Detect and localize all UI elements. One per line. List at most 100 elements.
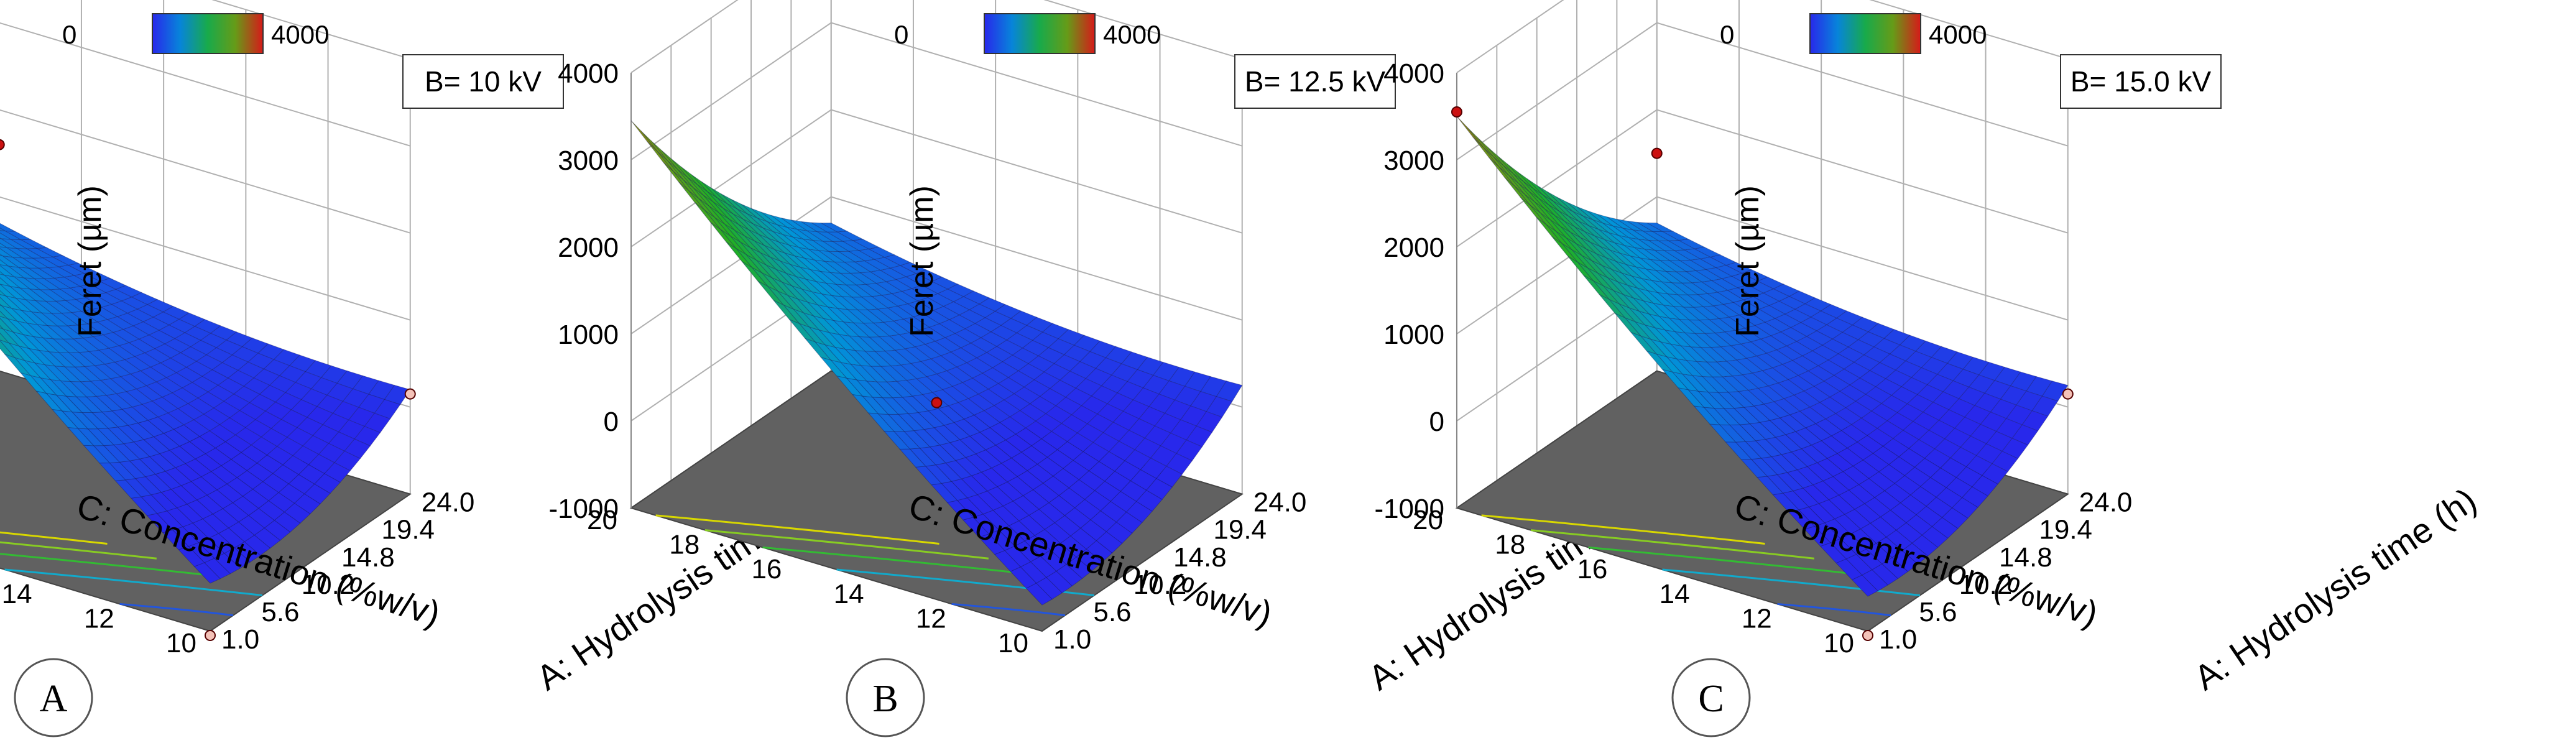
surface-cell [201,369,229,386]
surface-cell [263,359,290,376]
surface-cell [1040,549,1067,572]
contour-line [0,553,215,577]
surface-cell [961,377,989,395]
z-tick-label: 2000 [1383,233,1444,263]
surface-cell [1041,431,1068,450]
surface-cell [1835,558,1863,581]
surface-cell [936,289,964,302]
grid-line [630,196,832,335]
colorbar-swatch [1809,13,1921,54]
surface-cell [890,291,919,305]
surface-cell [1980,412,2007,432]
surface-cell [1894,475,1921,496]
surface-cell [1037,347,1065,364]
surface-cell [1578,221,1605,240]
surface-cell [1554,215,1581,238]
surface-cell [336,370,364,389]
surface-cell [780,261,806,280]
x-tick-label: 1.0 [1879,624,1917,655]
surface-cell [71,412,99,430]
surface-cell [215,339,243,356]
surface-cell [1892,430,1919,449]
surface-cell [1069,361,1097,379]
surface-cell [2015,390,2043,412]
surface-cell [968,303,996,318]
surface-cell [76,323,104,338]
surface-cell [1851,575,1878,597]
surface-cell [851,394,879,415]
surface-cell [226,477,254,497]
surface-cell [819,356,847,379]
surface-cell [1456,116,1483,147]
surface-cell [1148,394,1176,414]
surface-cell [787,295,815,316]
contour-line [1588,546,1872,577]
annotation-box: B= 12.5 kV [1234,54,1396,109]
grid-line [1456,109,1658,247]
surface-cell [11,239,38,249]
surface-cell [0,333,9,344]
z-tick-label: 3000 [558,145,619,176]
surface-cell [1652,302,1681,320]
surface-cell [205,447,232,466]
y-tick-label: 20 [1413,505,1443,535]
surface-cell [1043,363,1071,381]
colorbar-max-label: 4000 [1103,20,1161,49]
surface-cell [4,295,33,313]
panel-label-text: A [40,678,68,720]
surface-cell [938,319,966,334]
z-tick-label: 1000 [1383,320,1444,350]
surface-cell [310,377,338,396]
surface-cell [1816,324,1844,339]
surface-cell [1049,379,1076,398]
surface-cell [777,290,804,313]
surface-cell [868,336,896,352]
surface-cell [1019,403,1046,422]
surface-cell [1727,287,1755,300]
surface-cell [1621,272,1649,292]
x-tick-label: 19.4 [2039,515,2092,545]
surface-cell [744,235,770,257]
surface-cell [1791,448,1818,467]
surface-cell [151,397,179,413]
annotation-text: B= 12.5 kV [1245,65,1386,98]
surface-cell [0,242,7,248]
surface-cell [1559,226,1586,249]
surface-cell [223,394,251,411]
surface-cell [175,367,203,383]
y-tick-label: 10 [1824,628,1854,658]
surface-cell [694,201,721,229]
surface-cell [227,369,255,387]
surface-mesh [1456,116,2069,597]
surface-cell [1206,396,1233,418]
annotation-box: B= 15.0 kV [2060,54,2222,109]
z-tick-label: 4000 [1383,58,1444,89]
surface-cell [681,166,708,192]
surface-cell [0,303,2,306]
colorbar: 0 4000 [1720,13,1987,54]
surface-cell [0,264,25,279]
surface-cell [1916,384,1944,403]
surface-cell [190,476,218,496]
surface-cell [40,312,68,326]
surface-cell [902,395,929,413]
surface-cell [72,338,100,352]
surface-cell [0,238,1,239]
surface-cell [1086,540,1113,563]
surface-cell [1012,495,1040,516]
x-tick-label: 10.2 [302,570,355,600]
contour-line [0,531,108,545]
surface-cell [926,373,953,390]
colorbar-max-label: 4000 [271,20,329,49]
surface-cell [0,248,13,258]
surface-cell [698,198,725,224]
surface-cell [0,271,4,275]
surface-cell [1118,430,1145,450]
x-tick-label: 5.6 [1093,597,1131,627]
surface-cell [1170,419,1197,441]
surface-cell [1757,276,1784,290]
surface-cell [1776,472,1804,492]
surface-cell [650,140,678,169]
surface-cell [997,377,1025,394]
surface-cell [35,390,63,412]
